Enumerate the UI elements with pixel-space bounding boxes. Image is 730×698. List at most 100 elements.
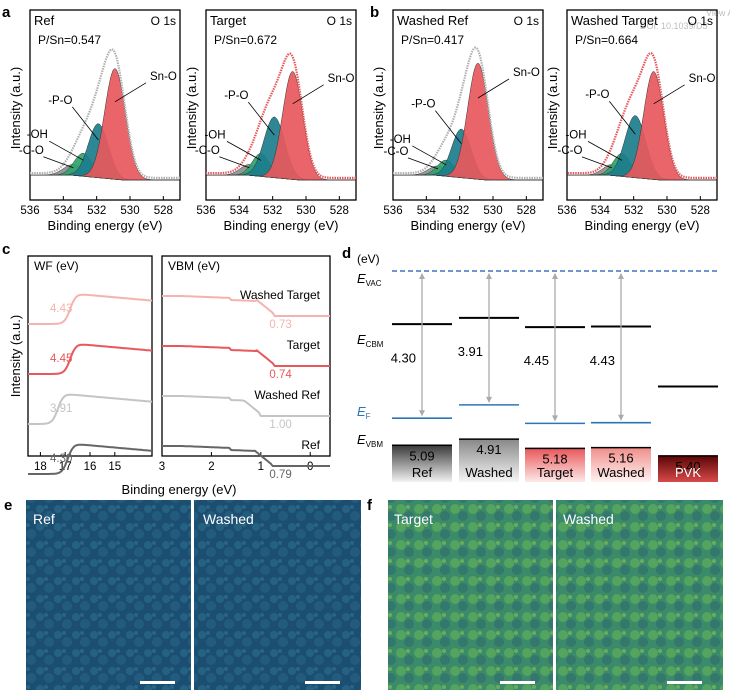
xps-panel-washed-ref: Washed Ref O 1s P/Sn=0.417 Sn-O -P-O -OH-C-O 5…	[383, 9, 544, 233]
target-tick-label-532: 532	[263, 205, 282, 217]
panel-letter-e: e	[4, 497, 12, 514]
ups-wf-value-target: 4.45	[50, 353, 72, 365]
eld-wf-arrowhead-bottom-col3-washed	[618, 414, 624, 421]
eld-vbm-bar-col2-target	[525, 448, 585, 482]
ups-wf-value-washed-target: 4.43	[50, 303, 72, 315]
washed-target-label-sn-o: Sn-O	[689, 73, 716, 85]
xps-panel-ref: Ref O 1s P/Sn=0.547 Sn-O -P-O -OH -C-O 536 534 53…	[19, 9, 181, 233]
ups-wf-curve-target	[28, 343, 153, 375]
afm-panel-f: Target Washed	[388, 500, 723, 690]
target-envelope	[206, 52, 356, 179]
xps-ylabel-a2: Intensity (a.u.)	[184, 67, 199, 149]
afm-image-washed-ref	[194, 500, 361, 690]
target-label-p-o: -P-O	[224, 90, 248, 102]
ups-vbm-curve-washed-ref	[162, 395, 330, 417]
target-label-c-o: -C-O	[195, 145, 220, 157]
washed-target-tick-label-532: 532	[624, 205, 643, 217]
eld-category-col1-washed: Washed	[465, 465, 512, 480]
eld-vbm-value-col0-ref: 5.09	[409, 448, 434, 463]
washed-target-leader-p-o	[609, 100, 636, 135]
afm-image-target	[388, 500, 553, 690]
ups-wf-value-washed-ref: 3.91	[50, 403, 72, 415]
ups-vbm-value-target: 0.74	[269, 369, 292, 381]
washed-target-xlabel: Binding energy (eV)	[585, 218, 700, 233]
washed-ref-peak-sn-o	[393, 62, 543, 181]
ref-label-oh: -OH	[27, 129, 48, 141]
target-leader-oh	[226, 141, 262, 161]
eld-wf-arrowhead-top-col3-washed	[618, 273, 624, 279]
eld-category-col3-washed: Washed	[597, 465, 644, 480]
ups-vbm-title: VBM (eV)	[168, 259, 220, 273]
panel-letter-b: b	[370, 4, 379, 21]
washed-target-sample-label: Washed Target	[571, 13, 658, 28]
washed-target-leader-oh	[587, 141, 623, 161]
washed-ref-leader-p-o	[435, 110, 462, 144]
energy-level-diagram: (eV) EVAC ECBM EF EVBM 5.09 Ref 4.30 4.91 Washed 3…	[357, 252, 720, 482]
scale-bar-e1	[140, 681, 175, 684]
washed-target-frame	[566, 9, 718, 201]
ref-xlabel: Binding energy (eV)	[48, 218, 163, 233]
corner-watermark-2: DOI: 10.1039/D5	[640, 21, 708, 31]
washed-target-leader-c-o	[581, 156, 613, 169]
panel-letter-a: a	[2, 4, 11, 21]
washed-ref-sample-label: Washed Ref	[397, 13, 468, 28]
ups-series-label-washed-target: Washed Target	[240, 288, 321, 302]
washed-target-ratio: P/Sn=0.664	[575, 33, 638, 47]
eld-vbm-value-col1-washed: 4.91	[476, 442, 501, 457]
corner-watermark-1: View A	[706, 8, 730, 18]
ups-wf-tick-label-15: 15	[108, 461, 121, 473]
washed-ref-label-sn-o: Sn-O	[513, 67, 540, 79]
ups-vbm-value-ref: 0.79	[269, 469, 291, 481]
target-title: O 1s	[327, 14, 352, 28]
washed-target-peak-sn-o	[567, 71, 717, 181]
washed-ref-envelope	[393, 46, 543, 179]
ref-tick-label-534: 534	[54, 205, 74, 217]
ups-wf-curve-washed-target	[28, 293, 153, 325]
washed-target-tick-label-528: 528	[691, 205, 710, 217]
afm-label-washed-ref: Washed	[203, 511, 254, 527]
ups-wf-title: WF (eV)	[34, 259, 79, 273]
target-ratio: P/Sn=0.672	[214, 33, 277, 47]
ups-wf-value-ref: 4.30	[50, 453, 72, 465]
afm-label-washed-target: Washed	[563, 511, 614, 527]
scale-bar-f1	[500, 681, 535, 684]
washed-target-tick-label-530: 530	[657, 205, 676, 217]
ups-wf-curve-ref	[28, 443, 153, 475]
scale-bar-e2	[305, 681, 340, 684]
xps-panel-washed-target: Washed Target O 1s P/Sn=0.664 Sn-O -P-O -OH -C…	[557, 9, 718, 233]
xps-ylabel-b1: Intensity (a.u.)	[371, 67, 386, 149]
washed-target-envelope	[567, 52, 717, 179]
eld-wf-arrowhead-top-col1-washed	[486, 273, 492, 279]
target-leader-c-o	[219, 156, 250, 169]
washed-target-tick-label-534: 534	[591, 205, 611, 217]
ups-ylabel: Intensity (a.u.)	[8, 315, 23, 397]
eld-vbm-bar-col3-washed	[591, 447, 651, 482]
eld-wf-arrowhead-top-col0-ref	[419, 273, 425, 279]
ref-label-sn-o: Sn-O	[150, 71, 177, 83]
ups-wf-curve-washed-ref	[28, 393, 153, 425]
ups-vbm-value-washed-target: 0.73	[269, 319, 291, 331]
ref-ratio: P/Sn=0.547	[38, 33, 101, 47]
afm-panel-e: Ref Washed	[26, 500, 361, 690]
scale-bar-f2	[667, 681, 702, 684]
washed-target-label-oh: -OH	[565, 129, 586, 141]
ref-tick-label-532: 532	[87, 205, 106, 217]
eld-wf-arrowhead-bottom-col2-target	[552, 415, 558, 422]
target-tick-label-530: 530	[296, 205, 315, 217]
afm-image-washed-target	[556, 500, 723, 690]
target-xlabel: Binding energy (eV)	[224, 218, 339, 233]
eld-wf-arrowhead-bottom-col1-washed	[486, 396, 492, 403]
washed-ref-label-c-o: -C-O	[384, 146, 409, 158]
ups-panel: WF (eV) VBM (eV) Intensity (a.u.) Binding e…	[8, 255, 331, 497]
washed-ref-leader-oh	[412, 145, 447, 166]
target-peak-sn-o	[206, 71, 356, 181]
ref-tick-label-536: 536	[20, 205, 39, 217]
ref-envelope	[30, 48, 180, 179]
ups-xlabel: Binding energy (eV)	[122, 482, 237, 497]
washed-ref-xlabel: Binding energy (eV)	[411, 218, 526, 233]
ups-vbm-frame	[161, 255, 331, 457]
panel-letter-d: d	[342, 245, 351, 262]
eld-vbm-value-col2-target: 5.18	[542, 451, 567, 466]
eld-vbm-bar-col0-ref	[392, 445, 452, 482]
eld-unit: (eV)	[357, 252, 380, 266]
